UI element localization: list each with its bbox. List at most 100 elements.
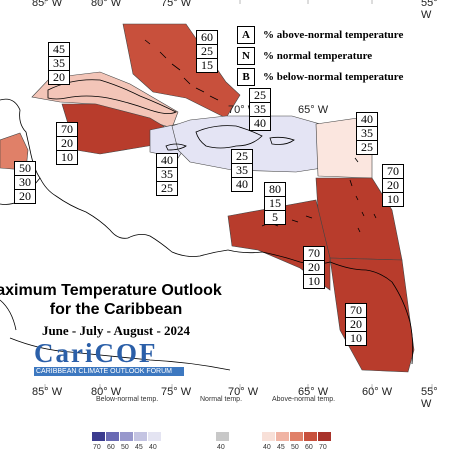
legend-text-above: % above-normal temperature [263,28,404,41]
region-guianas [329,257,415,373]
prob-box-lesser-antilles: 70 20 10 [382,164,404,207]
forecast-period: June - July - August - 2024 [41,323,191,338]
prob-above: 60 [197,31,217,45]
colorbar-below-label: Below-normal temp. [96,396,159,403]
prob-below: 10 [350,331,362,345]
colorbar-below-tick: 50 [121,444,129,451]
colorbar-above-swatch [318,432,331,441]
colorbar-below-swatch [148,432,161,441]
color-scale [92,432,331,441]
colorbar-above-tick: 60 [305,444,313,451]
prob-below: 25 [161,181,173,195]
prob-box-leeward: 40 35 25 [356,112,378,155]
prob-below: 40 [236,177,248,191]
lon-label-bottom-85: 85° W [32,386,63,398]
probability-legend: A % above-normal temperature N % normal … [237,24,403,87]
prob-above: 70 [346,304,366,318]
prob-normal: 35 [157,168,177,182]
colorbar-below-tick: 70 [93,444,101,451]
lon-label-top-75: 75° W [161,0,192,9]
prob-box-cayman: 70 20 10 [56,122,78,165]
prob-normal: 20 [346,318,366,332]
prob-below: 10 [61,150,73,164]
colorbar-below-tick: 40 [149,444,157,451]
map-title: aximum Temperature Outlook [0,282,222,299]
prob-below: 10 [308,274,320,288]
prob-above: 80 [265,183,285,197]
legend-row-below: B % below-normal temperature [237,66,403,87]
prob-above: 40 [357,113,377,127]
prob-normal: 20 [304,261,324,275]
prob-below: 15 [201,58,213,72]
lon-label-bottom-75: 75° W [161,386,192,398]
prob-normal: 25 [197,45,217,59]
prob-normal: 30 [15,176,35,190]
prob-above: 45 [49,43,69,57]
colorbar-above-swatch [304,432,317,441]
prob-box-bahamas: 60 25 15 [196,30,218,73]
prob-above: 70 [383,165,403,179]
prob-above: 25 [232,150,252,164]
prob-box-belize: 50 30 20 [14,161,36,204]
legend-row-normal: N % normal temperature [237,45,403,66]
prob-below: 5 [272,210,278,224]
prob-above: 70 [304,247,324,261]
prob-above: 50 [15,162,35,176]
lon-label-mid-65: 65° W [298,104,329,116]
prob-above: 25 [250,89,270,103]
colorbar-below-swatch [106,432,119,441]
legend-row-above: A % above-normal temperature [237,24,403,45]
color-scale-swatches [92,432,331,441]
prob-box-turks-caicos: 25 35 40 [249,88,271,131]
prob-above: 70 [57,123,77,137]
colorbar-below-swatch [120,432,133,441]
graticule [44,0,433,390]
colorbar-above-swatch [290,432,303,441]
prob-box-hispaniola: 25 35 40 [231,149,253,192]
lon-label-bottom-60: 60° W [362,386,393,398]
colorbar-above-tick: 45 [277,444,285,451]
legend-text-below: % below-normal temperature [263,70,404,83]
colorbar-below-tick: 45 [135,444,143,451]
colorbar-above-tick: 50 [291,444,299,451]
prob-normal: 35 [250,103,270,117]
prob-box-guianas: 70 20 10 [345,303,367,346]
lon-label-bottom-70: 70° W [228,386,259,398]
legend-key-normal: N [237,46,255,65]
prob-above: 40 [157,154,177,168]
colorbar-normal-label: Normal temp. [200,396,243,403]
prob-normal: 15 [265,197,285,211]
legend-key-above: A [237,25,255,44]
prob-normal: 35 [232,164,252,178]
prob-box-jamaica: 40 35 25 [156,153,178,196]
lon-label-bottom-65: 65° W [298,386,329,398]
prob-normal: 20 [383,179,403,193]
prob-normal: 35 [357,127,377,141]
prob-below: 20 [19,189,31,203]
legend-text-normal: % normal temperature [263,49,373,62]
lon-label-bottom-55: 55° W [421,386,438,410]
legend-key-below: B [237,67,255,86]
prob-box-abc-islands: 80 15 5 [264,182,286,225]
lon-label-top-55: 55° W [421,0,438,21]
logo-name: CariCOF [34,338,158,368]
colorbar-above-tick: 70 [319,444,327,451]
colorbar-normal-swatch [216,432,229,441]
logo-subtitle: CARIBBEAN CLIMATE OUTLOOK FORUM [34,367,184,376]
prob-normal: 20 [57,137,77,151]
colorbar-above-swatch [262,432,275,441]
colorbar-above-tick: 40 [263,444,271,451]
colorbar-normal-tick: 40 [217,444,225,451]
map-title-block: aximum Temperature Outlook for the Carib… [0,282,232,339]
prob-below: 25 [361,140,373,154]
region-cuba [31,71,179,129]
prob-below: 10 [387,192,399,206]
map-subtitle: for the Caribbean [49,301,183,318]
colorbar-above-swatch [276,432,289,441]
prob-below: 20 [53,70,65,84]
prob-box-trinidad: 70 20 10 [303,246,325,289]
caricof-logo: CariCOF CARIBBEAN CLIMATE OUTLOOK FORUM [34,340,184,376]
lon-label-top-80: 80° W [91,0,122,9]
colorbar-above-label: Above-normal temp. [272,396,336,403]
region-belize [0,132,29,171]
